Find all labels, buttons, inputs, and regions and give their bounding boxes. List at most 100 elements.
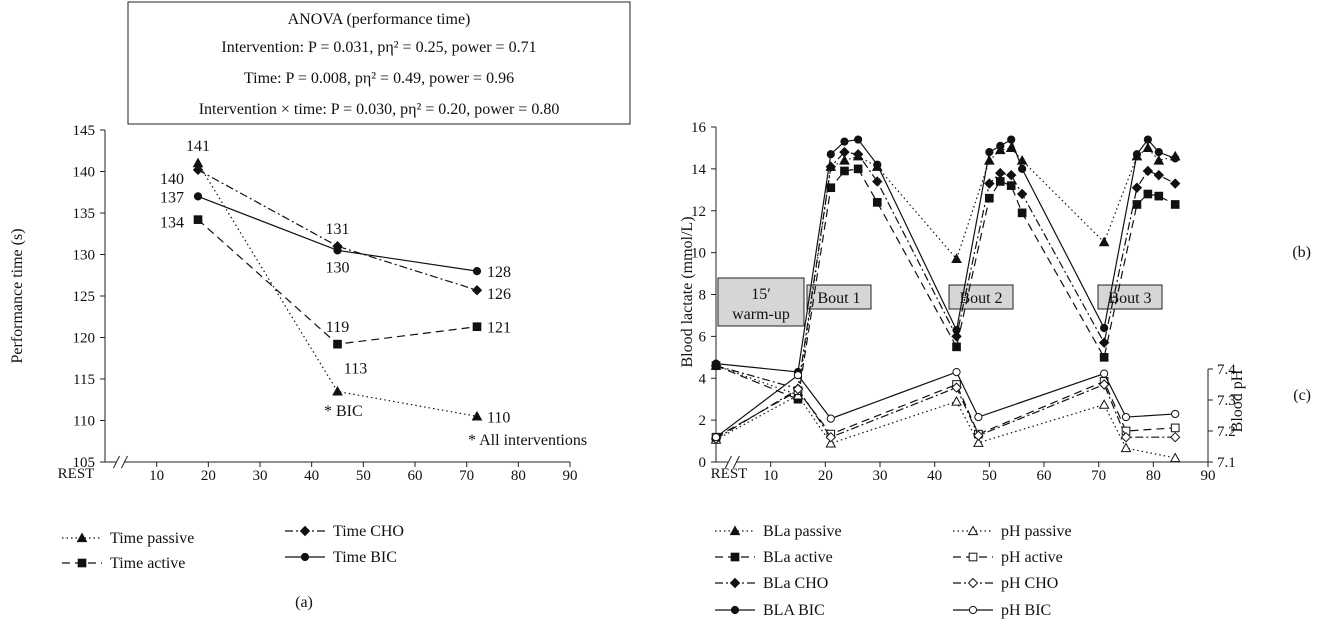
a-point-time-cho — [192, 164, 204, 176]
bc-legend-swatch-marker — [967, 577, 979, 589]
a-y-tick-label: 130 — [73, 248, 96, 264]
b-point-bla-cho — [984, 178, 995, 189]
panel-label-b: (b) — [1292, 244, 1311, 261]
bc-legend-swatch-marker — [729, 525, 741, 536]
b-x-tick-label: 20 — [818, 468, 833, 484]
c-series-line-ph-passive — [715, 394, 1176, 459]
a-x-tick-label: 70 — [459, 468, 474, 484]
annotation-all-interventions: * All interventions — [468, 432, 587, 449]
a-axis-break-mark — [113, 455, 120, 469]
a-legend-label: Time active — [110, 555, 185, 572]
bc-legend-label: pH passive — [1001, 523, 1072, 540]
b-y-tick-label: 2 — [699, 413, 707, 429]
b-point-bla-bic — [996, 141, 1005, 150]
a-y-tick-label: 110 — [73, 414, 95, 430]
bc-legend-label: BLa active — [763, 549, 833, 566]
x-axis-rest-label-right: REST — [711, 466, 748, 482]
b-point-bla-bic — [711, 359, 721, 368]
bc-legend-swatch-marker — [730, 552, 740, 562]
y-axis-label: Performance time (s) — [9, 228, 26, 363]
c-point-ph-bic — [1100, 369, 1109, 378]
b-point-bla-cho — [995, 167, 1006, 179]
a-y-tick-label: 145 — [73, 123, 96, 139]
c-series-ph-cho — [710, 379, 1181, 444]
c-y2-tick-label: 7.1 — [1217, 455, 1236, 471]
c-y2-tick-label: 7.4 — [1217, 362, 1236, 378]
bc-legend-label: pH CHO — [1001, 575, 1058, 592]
b-y-tick-label: 8 — [699, 288, 707, 304]
bc-legend-item-ph-cho: pH CHO — [953, 575, 1058, 592]
c-y2-tick-label: 7.3 — [1217, 393, 1236, 409]
b-point-bla-passive — [1098, 236, 1110, 247]
a-x-tick-label: 80 — [511, 468, 526, 484]
b-point-bla-active — [1170, 200, 1180, 209]
c-series-ph-passive — [710, 389, 1181, 463]
b-point-bla-bic — [1143, 135, 1152, 144]
a-y-tick-label: 140 — [73, 165, 96, 181]
b-point-bla-active — [840, 166, 849, 176]
a-data-label-time-passive: 141 — [186, 138, 210, 155]
c-series-line-ph-cho — [715, 383, 1176, 440]
anova-title: ANOVA (performance time) — [288, 11, 471, 28]
b-series-bla-cho — [710, 146, 1181, 394]
b-point-bla-cho — [1098, 337, 1110, 348]
a-legend-item-time-passive: Time passive — [62, 530, 194, 547]
b-x-tick-label: 50 — [982, 468, 997, 484]
c-point-ph-passive — [1169, 452, 1181, 463]
a-point-time-bic — [472, 267, 482, 276]
bc-legend-label: BLa CHO — [763, 575, 828, 592]
b-series-bla-passive — [710, 142, 1181, 400]
c-point-ph-cho — [825, 431, 837, 443]
b-point-bla-cho — [1016, 188, 1028, 200]
b-point-bla-bic — [854, 135, 863, 144]
anova-box — [127, 1, 631, 125]
panel-bc: Blood lactate (mmol/L) Blood pH REST (b)… — [679, 120, 1311, 619]
b-point-bla-active — [1132, 200, 1142, 209]
annotation-bic: * BIC — [324, 403, 363, 420]
y-axis-label-lactate: Blood lactate (mmol/L) — [679, 216, 696, 367]
b-x-tick-label: 40 — [927, 468, 942, 484]
b-point-bla-cho — [872, 176, 883, 187]
a-legend-label: Time CHO — [333, 523, 404, 540]
bc-legend-swatch-marker — [968, 605, 978, 615]
b-point-bla-active — [1154, 191, 1164, 201]
c-point-ph-passive — [1120, 442, 1132, 453]
c-point-ph-bic — [1121, 412, 1131, 422]
b-point-bla-cho — [1005, 169, 1017, 181]
b-axis-break-mark — [732, 455, 740, 469]
y2-axis-label-ph: Blood pH — [1229, 369, 1246, 432]
b-point-bla-cho — [1169, 178, 1181, 189]
c-point-ph-bic — [826, 414, 835, 423]
c-point-ph-bic — [952, 368, 961, 377]
a-data-label-time-bic: 128 — [487, 264, 511, 281]
b-x-tick-label: 70 — [1091, 468, 1106, 484]
b-point-bla-active — [995, 177, 1005, 186]
c-y2-tick-label: 7.2 — [1217, 424, 1236, 440]
b-point-bla-bic — [873, 160, 882, 169]
a-data-label-time-cho: 140 — [160, 171, 184, 188]
a-legend-label: Time passive — [110, 530, 194, 547]
b-axis-break-mark — [724, 455, 732, 469]
a-point-time-cho — [471, 284, 483, 296]
phase-label-bout-3: Bout 3 — [1108, 290, 1151, 307]
c-point-ph-cho — [951, 382, 962, 393]
b-series-line-bla-bic — [715, 138, 1176, 373]
a-x-tick-label: 40 — [304, 468, 319, 484]
b-y-tick-label: 4 — [699, 371, 707, 387]
b-y-tick-label: 10 — [691, 246, 706, 262]
anova-line-time: Time: P = 0.008, pη² = 0.49, power = 0.9… — [244, 70, 514, 87]
c-series-ph-bic — [711, 368, 1180, 442]
a-legend-item-time-active: Time active — [62, 555, 185, 572]
b-point-bla-bic — [1171, 154, 1180, 163]
a-legend-swatch-marker — [76, 532, 88, 543]
c-point-ph-active — [1170, 423, 1180, 433]
b-point-bla-active — [985, 193, 994, 203]
b-series-line-bla-active — [715, 168, 1176, 401]
a-x-tick-label: 20 — [201, 468, 216, 484]
b-y-tick-label: 0 — [699, 455, 707, 471]
c-point-ph-bic — [711, 433, 721, 442]
a-series-time-cho — [192, 164, 483, 296]
c-series-line-ph-bic — [715, 371, 1176, 438]
a-y-tick-label: 105 — [73, 455, 96, 471]
